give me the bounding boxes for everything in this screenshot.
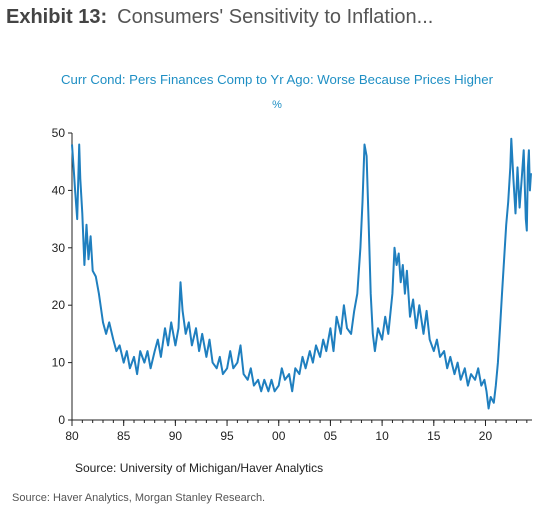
y-tick-label: 30: [52, 241, 66, 255]
chart-title: Curr Cond: Pers Finances Comp to Yr Ago:…: [61, 72, 493, 87]
x-tick-label: 80: [65, 429, 79, 443]
x-tick-label: 20: [479, 429, 493, 443]
y-tick-label: 40: [52, 183, 66, 197]
chart-series: [71, 137, 532, 410]
y-tick-label: 20: [52, 298, 66, 312]
exhibit-title: Consumers' Sensitivity to Inflation...: [117, 6, 434, 28]
x-tick-label: 90: [169, 429, 183, 443]
y-axis-unit-label: %: [272, 99, 282, 111]
x-tick-label: 85: [117, 429, 131, 443]
chart-axes: 0 10 20 30 40 50 80 85 90 95 00 05 10 15 20: [52, 126, 532, 443]
series-line: [71, 137, 532, 410]
y-tick-label: 50: [52, 126, 66, 140]
x-tick-label: 05: [324, 429, 338, 443]
x-tick-label: 95: [220, 429, 234, 443]
y-tick-label: 10: [52, 356, 66, 370]
chart-source-note: Source: University of Michigan/Haver Ana…: [75, 461, 324, 475]
report-source-note: Source: Haver Analytics, Morgan Stanley …: [12, 492, 266, 504]
x-tick-label: 15: [427, 429, 441, 443]
exhibit-heading: Exhibit 13: Consumers' Sensitivity to Inf…: [6, 6, 433, 29]
exhibit-label: Exhibit 13:: [6, 6, 108, 28]
x-tick-label: 00: [272, 429, 286, 443]
x-tick-label: 10: [375, 429, 389, 443]
y-tick-label: 0: [58, 413, 65, 427]
